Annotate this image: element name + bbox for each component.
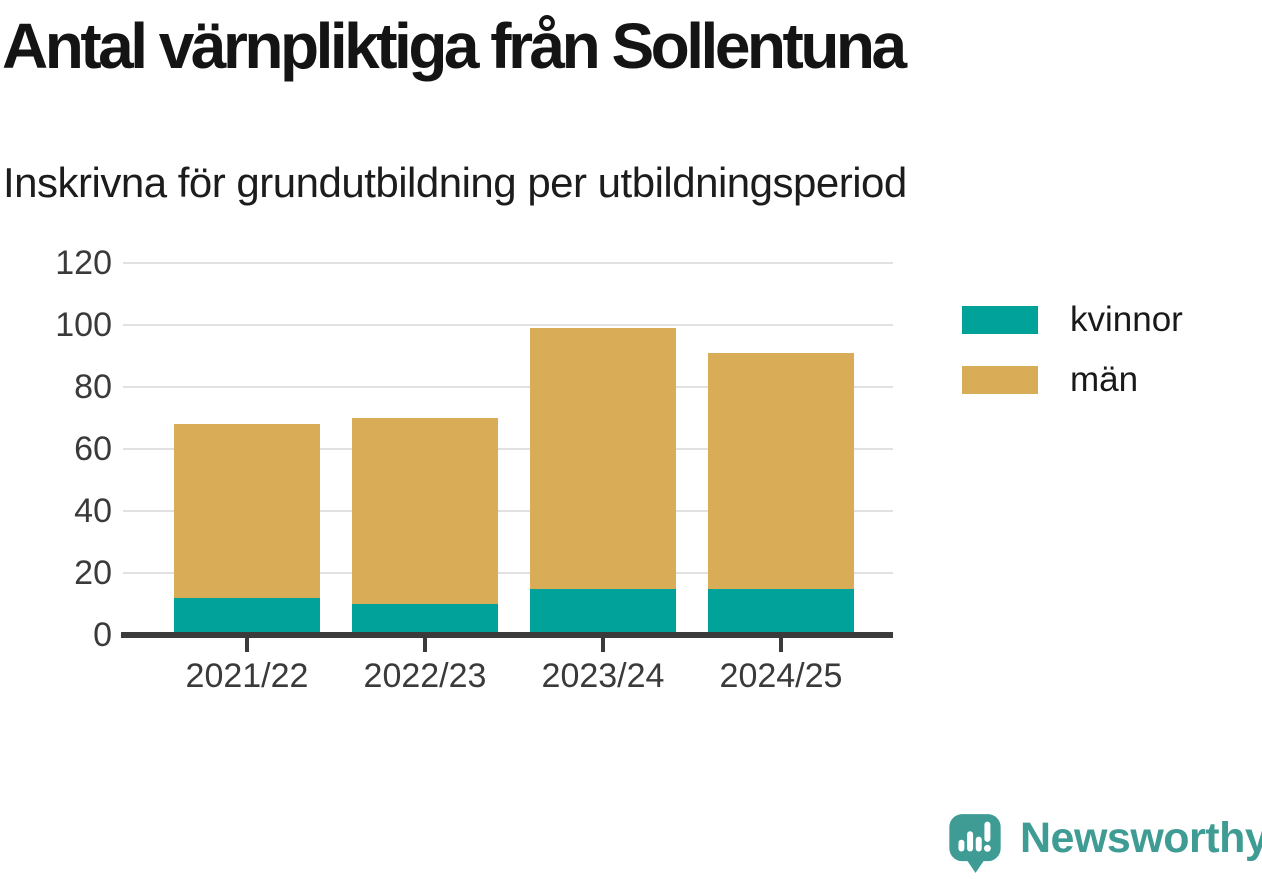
gridline-100	[123, 324, 893, 326]
bar-segment-män-2023/24	[530, 328, 676, 589]
bar-2022/23	[352, 418, 498, 635]
legend-item-män: män	[962, 362, 1183, 397]
x-axis-label-2024/25: 2024/25	[719, 657, 843, 695]
x-axis-tick-2022/23	[423, 638, 427, 652]
newsworthy-logo-icon	[949, 814, 1001, 873]
bar-segment-män-2021/22	[174, 424, 320, 598]
gridline-60	[123, 448, 893, 450]
newsworthy-branding: Newsworthy	[947, 812, 1262, 874]
y-axis-label-20: 20	[74, 554, 112, 592]
x-axis-label-2022/23: 2022/23	[363, 657, 487, 695]
legend-item-kvinnor: kvinnor	[962, 302, 1183, 337]
gridline-80	[123, 386, 893, 388]
x-axis-tick-2023/24	[601, 638, 605, 652]
chart-title: Antal värnpliktiga från Sollentuna	[2, 10, 907, 82]
x-axis-label-2023/24: 2023/24	[541, 657, 665, 695]
newsworthy-logo-text: Newsworthy	[1020, 813, 1262, 862]
bar-2023/24	[530, 328, 676, 635]
chart-subtitle: Inskrivna för grundutbildning per utbild…	[3, 159, 907, 206]
bar-2021/22	[174, 424, 320, 635]
y-axis-label-100: 100	[55, 306, 112, 344]
bar-segment-män-2024/25	[708, 352, 854, 589]
bar-segment-kvinnor-2024/25	[708, 588, 854, 635]
plot-area: 2021/22 2022/23 2023/24 2024/25	[121, 262, 893, 695]
bar-segment-kvinnor-2022/23	[352, 604, 498, 635]
legend-swatch-kvinnor	[962, 305, 1038, 334]
bar-segment-män-2022/23	[352, 418, 498, 604]
y-axis-label-0: 0	[93, 616, 112, 654]
gridline-120	[123, 262, 893, 264]
legend-label-kvinnor: kvinnor	[1070, 300, 1183, 339]
legend-label-män: män	[1070, 360, 1139, 399]
gridline-20	[123, 572, 893, 574]
bar-2024/25	[708, 352, 854, 635]
y-axis-label-120: 120	[55, 244, 112, 282]
chart-legend: kvinnor män	[962, 302, 1183, 422]
y-axis-labels: 0 20 40 60 80 100 120	[20, 246, 112, 652]
bar-segment-kvinnor-2021/22	[174, 597, 320, 635]
legend-swatch-män	[962, 365, 1038, 394]
x-axis-label-2021/22: 2021/22	[185, 657, 309, 695]
x-axis-tick-2021/22	[245, 638, 249, 652]
x-axis-line	[121, 632, 893, 638]
x-axis-tick-2024/25	[779, 638, 783, 652]
bar-segment-kvinnor-2023/24	[530, 588, 676, 635]
y-axis-label-80: 80	[74, 368, 112, 406]
y-axis-label-40: 40	[74, 492, 112, 530]
y-axis-label-60: 60	[74, 430, 112, 468]
gridline-40	[123, 510, 893, 512]
